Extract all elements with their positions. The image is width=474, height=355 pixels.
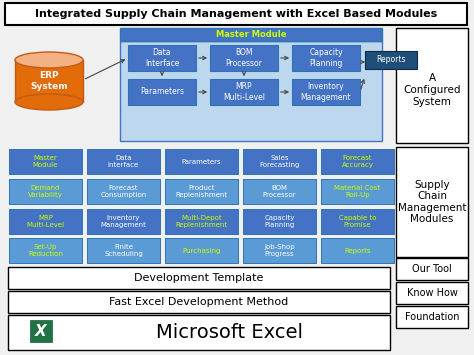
Text: Demand
Variability: Demand Variability xyxy=(28,185,63,198)
Text: A
Configured
System: A Configured System xyxy=(403,73,461,106)
Text: Integrated Supply Chain Management with Excel Based Modules: Integrated Supply Chain Management with … xyxy=(35,9,437,19)
Text: Purchasing: Purchasing xyxy=(182,247,221,253)
Text: Capacity
Planning: Capacity Planning xyxy=(264,215,295,228)
Text: Capacity
Planning: Capacity Planning xyxy=(309,48,343,68)
Bar xyxy=(9,238,82,263)
Bar xyxy=(243,238,316,263)
Bar xyxy=(396,28,468,143)
Text: Parameters: Parameters xyxy=(140,87,184,97)
Text: Know How: Know How xyxy=(407,288,457,298)
Text: MRP
Multi-Level: MRP Multi-Level xyxy=(223,82,265,102)
Bar xyxy=(8,291,390,313)
Text: Multi-Depot
Replenishment: Multi-Depot Replenishment xyxy=(175,215,228,228)
Text: Material Cost
Roll-Up: Material Cost Roll-Up xyxy=(335,185,381,198)
Text: Data
Interface: Data Interface xyxy=(108,155,139,168)
Bar xyxy=(128,45,196,71)
Text: MRP
Multi-Level: MRP Multi-Level xyxy=(27,215,64,228)
Bar xyxy=(243,179,316,204)
Bar xyxy=(120,28,382,41)
Text: Product
Replenishment: Product Replenishment xyxy=(175,185,228,198)
Bar xyxy=(165,179,238,204)
Bar xyxy=(9,149,82,174)
Bar xyxy=(87,149,160,174)
Bar xyxy=(15,60,83,102)
Bar xyxy=(87,209,160,234)
Text: Reports: Reports xyxy=(376,55,406,65)
Bar xyxy=(128,79,196,105)
Bar xyxy=(165,149,238,174)
Text: Set-Up
Reduction: Set-Up Reduction xyxy=(28,244,63,257)
Bar xyxy=(321,149,394,174)
Text: Inventory
Management: Inventory Management xyxy=(100,215,146,228)
Text: Supply
Chain
Management
Modules: Supply Chain Management Modules xyxy=(398,180,466,224)
Bar xyxy=(165,238,238,263)
Text: Microsoft Excel: Microsoft Excel xyxy=(156,322,303,342)
Text: Master Module: Master Module xyxy=(216,30,286,39)
Text: Reports: Reports xyxy=(344,247,371,253)
Text: Our Tool: Our Tool xyxy=(412,264,452,274)
Bar xyxy=(243,149,316,174)
Bar xyxy=(321,238,394,263)
Text: Parameters: Parameters xyxy=(182,158,221,164)
Bar xyxy=(292,79,360,105)
Text: Forecast
Accuracy: Forecast Accuracy xyxy=(341,155,374,168)
Text: Forecast
Consumption: Forecast Consumption xyxy=(100,185,146,198)
Text: Fast Excel Development Method: Fast Excel Development Method xyxy=(109,297,289,307)
Bar xyxy=(9,209,82,234)
Text: X: X xyxy=(35,323,47,339)
Bar xyxy=(120,41,382,141)
Text: Job-Shop
Progress: Job-Shop Progress xyxy=(264,244,295,257)
Ellipse shape xyxy=(15,52,83,68)
Text: BOM
Processor: BOM Processor xyxy=(226,48,263,68)
Bar xyxy=(9,179,82,204)
Bar xyxy=(243,209,316,234)
Bar xyxy=(87,238,160,263)
Bar xyxy=(396,258,468,280)
Bar xyxy=(396,306,468,328)
Bar xyxy=(365,51,417,69)
Bar xyxy=(321,179,394,204)
Bar xyxy=(5,3,467,25)
Bar xyxy=(165,209,238,234)
Bar xyxy=(210,45,278,71)
Bar xyxy=(87,179,160,204)
Text: BOM
Processor: BOM Processor xyxy=(263,185,296,198)
Text: Development Template: Development Template xyxy=(134,273,264,283)
Bar xyxy=(292,45,360,71)
Bar xyxy=(396,282,468,304)
Ellipse shape xyxy=(15,94,83,110)
Bar xyxy=(8,315,390,350)
Bar xyxy=(8,267,390,289)
Bar xyxy=(210,79,278,105)
Text: Data
Interface: Data Interface xyxy=(145,48,179,68)
Text: Inventory
Management: Inventory Management xyxy=(301,82,351,102)
Text: Sales
Forecasting: Sales Forecasting xyxy=(259,155,300,168)
Text: Master
Module: Master Module xyxy=(33,155,58,168)
Bar xyxy=(396,147,468,257)
Text: ERP
System: ERP System xyxy=(30,71,68,91)
Bar xyxy=(30,320,52,342)
Text: Foundation: Foundation xyxy=(405,312,459,322)
Bar xyxy=(321,209,394,234)
Text: Capable to
Promise: Capable to Promise xyxy=(339,215,376,228)
Text: Finite
Scheduling: Finite Scheduling xyxy=(104,244,143,257)
